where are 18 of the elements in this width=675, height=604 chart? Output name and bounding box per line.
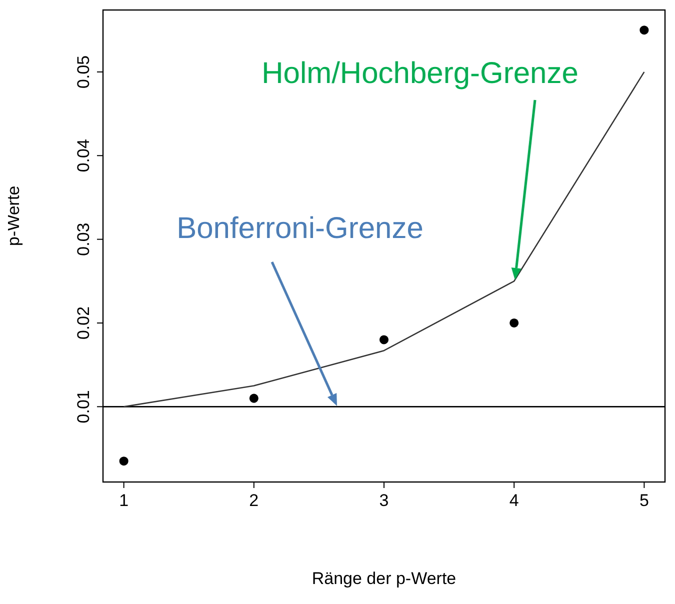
point [510, 318, 519, 328]
point [379, 335, 389, 344]
annotation: Holm/Hochberg-Grenze [262, 56, 578, 90]
x-axis-title: Ränge der p-Werte [312, 569, 456, 588]
x-tick-label: 2 [249, 491, 259, 510]
point [640, 26, 649, 35]
y-tick-label: 0.01 [74, 390, 93, 424]
x-tick-label: 4 [509, 491, 519, 510]
annotation: Bonferroni-Grenze [176, 212, 424, 245]
point [119, 456, 128, 466]
y-tick-label: 0.02 [74, 306, 93, 340]
x-tick-label: 1 [119, 491, 129, 510]
point [249, 394, 258, 403]
y-tick-label: 0.05 [74, 55, 93, 88]
x-tick-label: 3 [379, 491, 389, 510]
y-tick-label: 0.04 [74, 139, 93, 172]
y-tick-label: 0.03 [74, 222, 93, 256]
x-tick-label: 5 [639, 491, 649, 510]
